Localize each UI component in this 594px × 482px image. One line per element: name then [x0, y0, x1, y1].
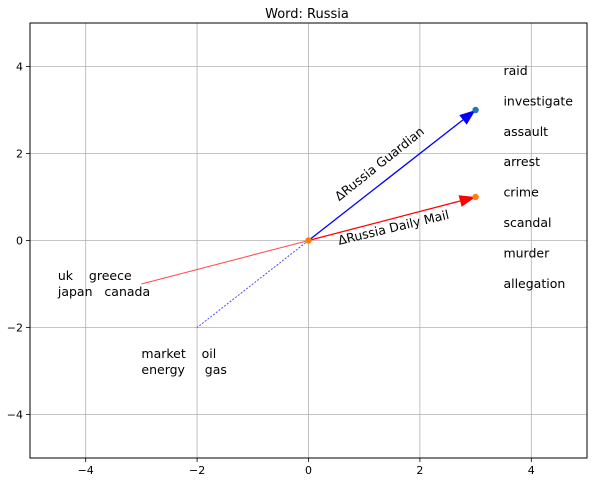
word-label: allegation [503, 276, 565, 291]
x-tick-label: 4 [528, 464, 535, 477]
y-tick-label: 4 [16, 61, 23, 74]
word-group-line: uk greece [58, 268, 132, 283]
word-group-line: market oil [141, 346, 216, 361]
word-group-line: energy gas [141, 362, 227, 377]
word-label: scandal [503, 215, 551, 230]
x-tick-label: 0 [305, 464, 312, 477]
word-label: crime [503, 185, 539, 200]
axis-ticks: −4 −2 0 2 4 −4 −2 0 2 4 [7, 61, 535, 478]
data-point [305, 237, 312, 244]
word-label: raid [503, 63, 527, 78]
data-point [472, 106, 479, 114]
y-tick-label: 0 [16, 235, 23, 248]
arrow-label: ΔRussia Guardian [332, 124, 427, 204]
chart-title: Word: Russia [265, 7, 349, 22]
x-tick-label: −2 [189, 464, 205, 477]
y-tick-label: −2 [7, 322, 23, 335]
y-tick-label: 2 [16, 148, 23, 161]
x-tick-label: −4 [78, 464, 94, 477]
points [305, 106, 479, 244]
arrow-head [459, 110, 476, 125]
word-label: arrest [503, 154, 540, 169]
word-group-line: japan canada [57, 284, 150, 299]
data-point [472, 193, 479, 201]
arrow-shaft [308, 119, 464, 242]
arrow-label: ΔRussia Daily Mail [336, 207, 450, 248]
connector-lines [141, 240, 309, 328]
word-label: assault [503, 124, 548, 139]
arrow-shaft [308, 200, 461, 242]
y-tick-label: −4 [7, 409, 23, 422]
grid [30, 23, 587, 458]
x-tick-label: 2 [416, 464, 423, 477]
connector-line [141, 240, 309, 285]
connector-line [196, 240, 309, 328]
word-label: investigate [503, 93, 573, 108]
arrow-head [458, 195, 476, 207]
vector-arrows [308, 110, 476, 242]
word-label: murder [503, 246, 550, 261]
